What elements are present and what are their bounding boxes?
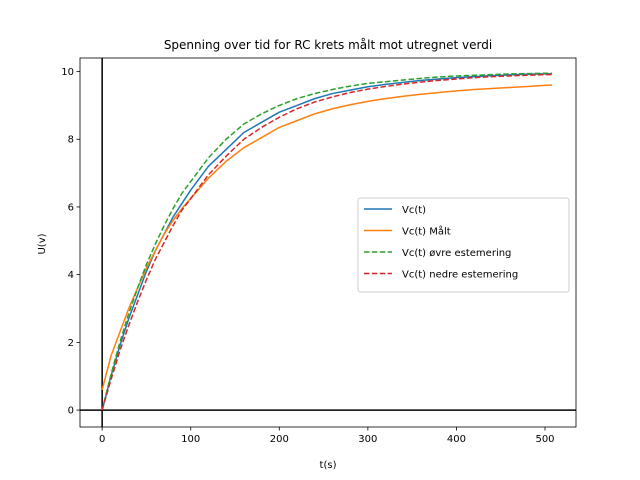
series-line-1 (101, 73, 553, 411)
x-tick-label: 100 (181, 434, 200, 445)
x-axis-label: t(s) (320, 460, 337, 471)
series-line-4 (101, 73, 553, 411)
legend-label-3: Vc(t) øvre estemering (402, 248, 511, 259)
y-tick-label: 4 (68, 270, 74, 281)
axes-frame (79, 57, 577, 428)
y-tick-label: 6 (68, 202, 74, 213)
x-tick-label: 500 (535, 434, 554, 445)
legend-box (357, 197, 570, 293)
plot-area: 0 100 200 300 400 500 0 2 4 6 8 10 (61, 57, 577, 445)
series-line-2 (101, 84, 553, 390)
legend: Vc(t) Vc(t) Målt Vc(t) øvre estemering Vc(t… (357, 197, 570, 293)
legend-label-4: Vc(t) nedre estemering (402, 270, 518, 281)
x-tick-label: 400 (447, 434, 466, 445)
series-group (101, 72, 553, 411)
x-tick-label: 200 (270, 434, 289, 445)
y-tick-label: 10 (61, 67, 74, 78)
y-tick-label: 0 (68, 406, 74, 417)
y-tick-label: 8 (68, 135, 74, 146)
x-tick-label: 300 (358, 434, 377, 445)
x-tick-label: 0 (99, 434, 105, 445)
legend-label-1: Vc(t) (402, 205, 426, 216)
chart-title: Spenning over tid for RC krets målt mot … (164, 38, 492, 52)
series-line-3 (101, 72, 553, 411)
y-tick-label: 2 (68, 338, 74, 349)
y-axis-label: U(v) (37, 233, 48, 254)
legend-label-2: Vc(t) Målt (402, 225, 451, 238)
